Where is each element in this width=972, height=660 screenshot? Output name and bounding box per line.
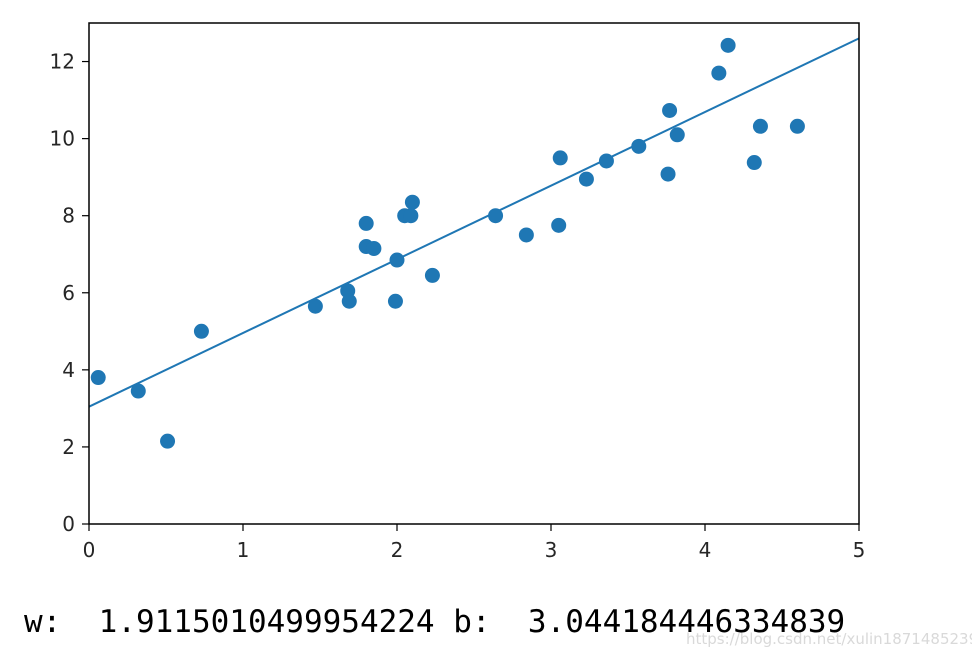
data-point [669,127,685,143]
x-tick-label: 3 [545,538,558,562]
y-tick-label: 6 [62,281,75,305]
data-point [341,293,357,309]
y-tick-label: 12 [50,50,75,74]
data-point [660,166,676,182]
fit-line [88,37,860,408]
data-point [387,293,403,309]
data-point [789,118,805,134]
y-axis: 0 2 4 6 8 10 12 [50,50,89,536]
data-point [551,217,567,233]
y-tick-label: 0 [62,512,75,536]
data-point [424,267,440,283]
data-point [488,208,504,224]
x-tick-label: 4 [699,538,712,562]
data-point [578,171,594,187]
data-point [389,252,405,268]
data-point [90,370,106,386]
x-tick-label: 5 [853,538,866,562]
y-tick-label: 10 [50,127,75,151]
fit-line-layer [88,37,860,408]
data-point [358,215,374,231]
data-point [552,150,568,166]
regression-output-text: w: 1.9115010499954224 b: 3.0441844463348… [24,604,846,640]
y-tick-label: 4 [62,358,75,382]
data-point [404,194,420,210]
plot-frame [88,22,860,525]
x-axis: 0 1 2 3 4 5 [83,524,866,562]
data-point [130,383,146,399]
data-points-layer [90,37,805,449]
data-point [403,208,419,224]
data-point [598,153,614,169]
data-point [711,65,727,81]
data-point [631,138,647,154]
data-point [752,118,768,134]
data-point [160,433,176,449]
data-point [746,155,762,171]
y-tick-label: 2 [62,435,75,459]
watermark: https://blog.csdn.net/xulin18714852395 [686,630,972,648]
data-point [193,323,209,339]
data-point [366,240,382,256]
data-point [307,298,323,314]
x-tick-label: 0 [83,538,96,562]
x-tick-label: 1 [237,538,250,562]
y-tick-label: 8 [62,204,75,228]
data-point [662,102,678,118]
data-point [518,227,534,243]
data-point [720,37,736,53]
x-tick-label: 2 [391,538,404,562]
